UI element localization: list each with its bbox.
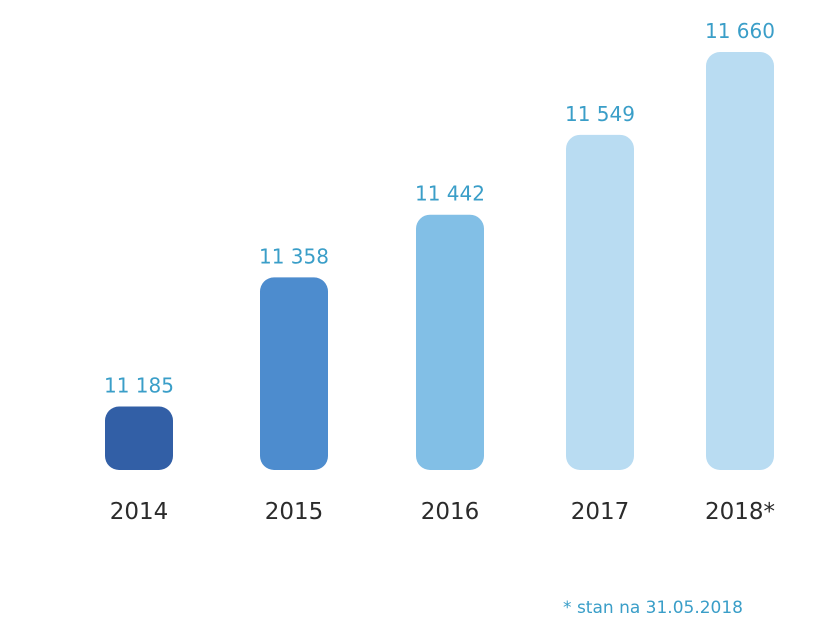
category-label: 2017 xyxy=(571,499,630,525)
category-label: 2014 xyxy=(110,499,169,525)
value-label: 11 660 xyxy=(705,19,775,43)
bar-2014 xyxy=(105,406,173,470)
value-label: 11 358 xyxy=(259,244,329,268)
value-label: 11 549 xyxy=(565,102,635,126)
bar-2018 xyxy=(706,52,774,470)
bar-2017 xyxy=(566,134,634,470)
bar-2016 xyxy=(416,214,484,470)
category-label: 2018* xyxy=(705,499,775,525)
value-label: 11 442 xyxy=(415,182,485,206)
bar-2015 xyxy=(260,277,328,470)
footnote: * stan na 31.05.2018 xyxy=(563,598,743,618)
category-label: 2016 xyxy=(421,499,480,525)
category-label: 2015 xyxy=(265,499,324,525)
value-label: 11 185 xyxy=(104,374,174,398)
